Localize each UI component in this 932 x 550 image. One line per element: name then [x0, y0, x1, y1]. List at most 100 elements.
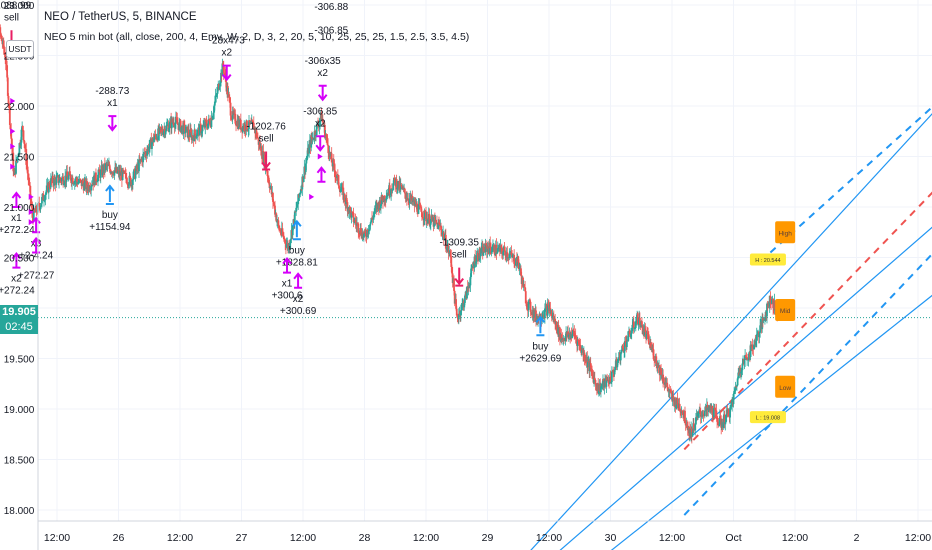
candle-body — [497, 247, 500, 249]
candle-body — [86, 181, 88, 188]
candle-body — [609, 376, 612, 383]
candle-body — [617, 359, 619, 361]
x-tick-label: 12:00 — [167, 532, 193, 544]
candle-body — [684, 423, 687, 426]
candle-body — [291, 225, 294, 236]
candle-body — [500, 247, 503, 253]
candle-body — [684, 410, 686, 424]
candle-body — [593, 377, 596, 381]
candle-body — [228, 97, 231, 103]
candle-body — [350, 211, 353, 218]
candle-body — [54, 177, 56, 180]
pyramid-up-arrow — [31, 236, 41, 254]
candle-body — [655, 356, 658, 365]
candle-body — [772, 298, 775, 309]
pyramid-value-label: +272.27 — [18, 270, 55, 281]
candle-body — [440, 230, 443, 235]
candle-body — [60, 177, 63, 182]
candle-body — [404, 193, 407, 199]
candle-body — [337, 175, 340, 186]
candle-body — [369, 224, 371, 230]
candle-body — [619, 353, 622, 361]
candle-body — [183, 123, 185, 125]
candle-body — [58, 181, 60, 183]
candle-body — [16, 156, 19, 161]
legend-indicator[interactable]: NEO 5 min bot (all, close, 200, 4, Emv, … — [44, 31, 470, 43]
buy-arrow — [292, 219, 302, 241]
x-tick-label: 12:00 — [659, 532, 685, 544]
candle-body — [429, 218, 432, 225]
candle-body — [200, 131, 203, 134]
candle-body — [276, 221, 278, 223]
candle-body — [30, 203, 33, 208]
candle-body — [511, 255, 514, 258]
legend-title[interactable]: NEO / TetherUS, 5, BINANCE — [44, 11, 197, 23]
candle-body — [717, 422, 720, 426]
candle-body — [412, 200, 414, 202]
candle-body — [116, 171, 119, 173]
candle-body — [480, 247, 483, 254]
sell-arrow — [454, 267, 464, 287]
candle-body — [15, 160, 17, 174]
candle-body — [362, 234, 365, 237]
candle-body — [302, 176, 305, 182]
candle-body — [695, 417, 697, 425]
candle-body — [15, 160, 18, 162]
candle-body — [49, 178, 52, 188]
candle-body — [12, 152, 15, 172]
pyramid-value-label: +300.6 — [272, 291, 303, 302]
candle-body — [116, 167, 119, 173]
channel-label-text: Low — [779, 385, 791, 392]
candle-body — [162, 131, 165, 135]
channel-label-text: Mid — [780, 308, 791, 315]
candle-body — [524, 291, 527, 304]
candle-body — [149, 140, 151, 147]
candle-body — [297, 194, 300, 205]
candle-body — [2, 40, 5, 49]
x-tick-label: 12:00 — [44, 532, 70, 544]
candle-body — [246, 120, 248, 131]
candle-body — [741, 363, 744, 371]
candle-body — [22, 130, 25, 141]
candle-body — [177, 123, 179, 126]
candle-body — [191, 135, 194, 141]
buy-arrow — [535, 315, 546, 337]
candle-body — [525, 303, 528, 307]
channel-dashed-line — [769, 105, 932, 254]
candle-body — [616, 360, 619, 368]
pyramid-triangle-marker — [10, 97, 16, 104]
x-tick-label: 12:00 — [782, 532, 808, 544]
candle-body — [161, 129, 164, 133]
candle-body — [185, 127, 188, 132]
candle-body — [82, 181, 84, 185]
candle-body — [676, 397, 679, 405]
candle-body — [672, 395, 675, 400]
currency-badge[interactable]: USDT — [6, 40, 34, 58]
candle-body — [641, 325, 644, 335]
candle-body — [393, 177, 396, 181]
channel-dashed-line — [683, 191, 932, 451]
candle-body — [679, 410, 682, 412]
candle-body — [730, 405, 733, 407]
pyramid-down-arrow — [317, 84, 328, 102]
pyramid-up-arrow — [293, 272, 303, 289]
candle-body — [5, 64, 8, 66]
candle-body — [214, 95, 217, 102]
pyramid-value-label: +272.24 — [0, 225, 35, 236]
candle-body — [8, 103, 11, 107]
candle-body — [26, 166, 29, 174]
candle-body — [275, 213, 278, 222]
candle-body — [449, 251, 452, 257]
candle-body — [443, 238, 446, 240]
candle-body — [699, 413, 702, 417]
candle-body — [267, 177, 270, 184]
channel-label-box — [775, 299, 796, 322]
candle-body — [396, 187, 399, 190]
pyramid-triangle-marker — [28, 209, 34, 216]
candle-body — [514, 264, 517, 266]
candle-body — [234, 113, 237, 124]
buy-value-label: +2629.69 — [519, 353, 561, 364]
candle-body — [146, 150, 149, 156]
